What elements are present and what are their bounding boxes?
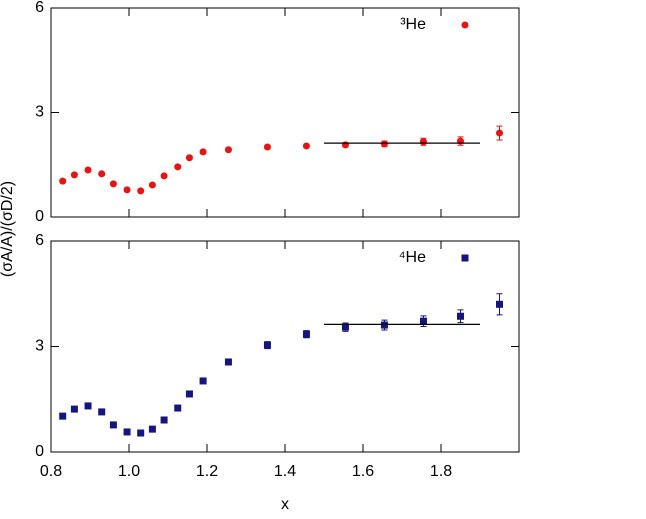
y-tick-label: 3 [35,104,44,121]
y-tick-label: 0 [35,443,44,460]
data-point [263,341,271,349]
data-point [84,402,92,410]
data-point [457,312,464,320]
data-point [137,187,145,195]
legend-label: ⁴He [399,249,426,266]
x-tick-label: 1.8 [430,463,452,480]
data-point [185,154,193,162]
data-point [419,138,427,146]
data-point [98,170,106,178]
y-tick-label: 3 [35,338,44,355]
data-point [341,141,349,149]
y-tick-label: 6 [35,0,44,16]
data-point [59,412,67,420]
data-point [302,142,310,150]
data-point [174,163,182,171]
plot-frame [50,7,520,218]
data-point [224,146,232,154]
data-point [199,148,207,156]
x-tick-label: 0.8 [40,463,62,480]
data-point [419,317,427,325]
data-point [160,416,168,424]
data-point [496,300,503,308]
data-point [109,180,117,188]
data-point [263,143,271,151]
data-point [123,428,131,436]
data-point [70,171,78,179]
data-point [224,358,232,366]
y-tick-label: 0 [35,208,44,225]
data-point [496,129,503,137]
data-point [380,321,388,329]
x-tick-label: 1.0 [118,463,140,480]
legend-label: ³He [400,16,426,33]
x-tick-label: 1.2 [196,463,218,480]
data-point [148,425,156,433]
x-axis-label: x [281,496,289,513]
data-point [185,390,193,398]
x-tick-label: 1.4 [274,463,296,480]
y-tick-label: 6 [35,232,44,249]
plot-frame [50,240,520,453]
data-point [59,177,67,185]
data-point [174,404,182,412]
data-point [380,140,388,148]
data-point [98,408,106,416]
data-point [109,421,117,429]
data-point [341,323,349,331]
data-point [123,186,131,194]
data-point [199,377,207,385]
data-point [137,429,145,437]
y-axis-label: (σA/A)/(σD/2) [0,181,16,277]
legend-marker [461,254,469,262]
data-point [160,172,168,180]
data-point [70,405,78,413]
data-point [302,330,310,338]
data-point [84,166,92,174]
legend-marker [461,21,469,29]
x-tick-label: 1.6 [352,463,374,480]
data-point [148,181,156,189]
